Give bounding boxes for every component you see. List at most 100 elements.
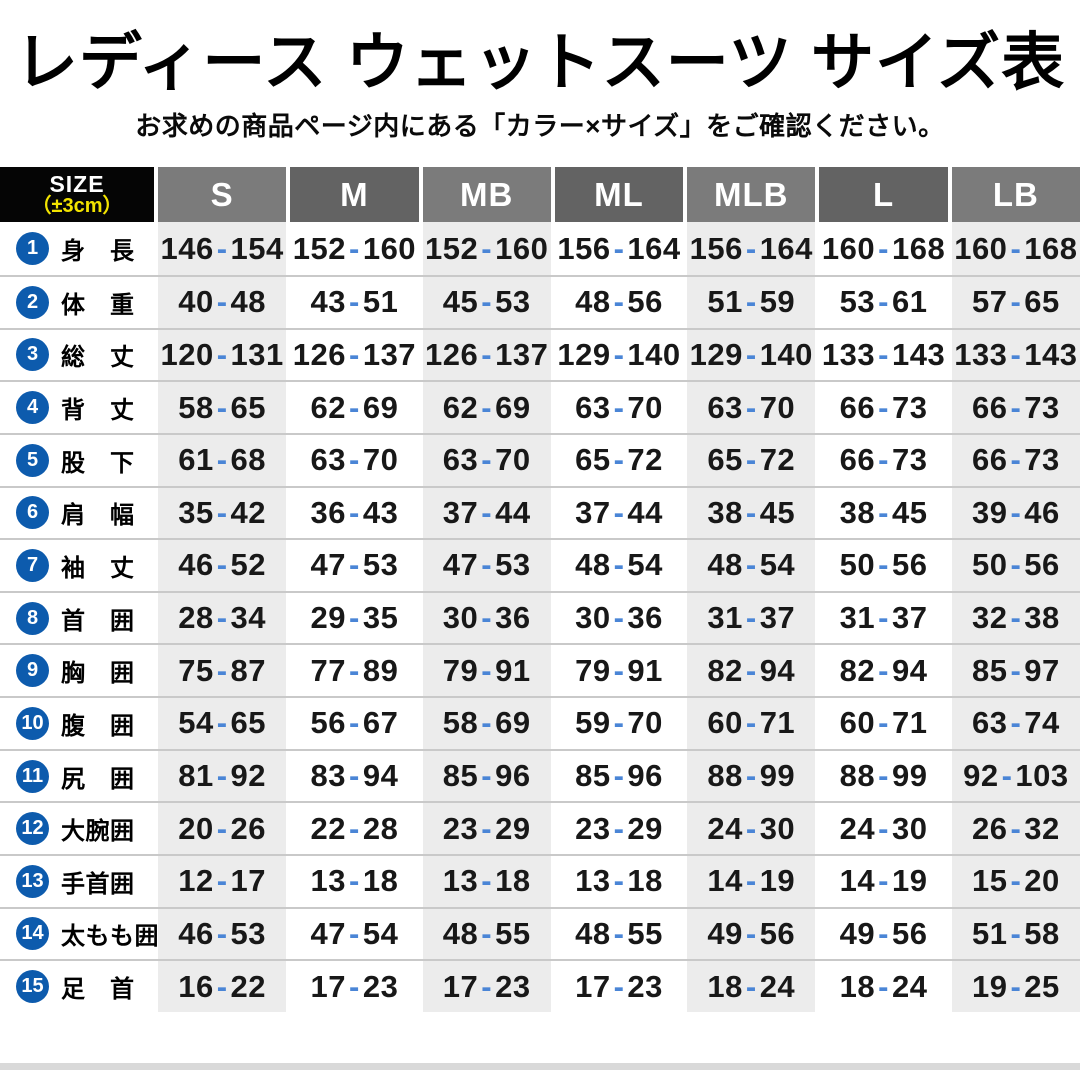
size-value-cell: 14-19 — [819, 856, 948, 907]
row-label: 胸 囲 — [61, 660, 135, 688]
size-value-cell: 60-71 — [687, 698, 816, 749]
size-value-cell: 15-20 — [951, 856, 1080, 907]
size-value-cell: 82-94 — [687, 645, 816, 697]
size-value-cell: 77-89 — [290, 645, 419, 697]
size-value-cell: 82-94 — [819, 645, 948, 697]
size-value-cell: 62-69 — [422, 382, 551, 433]
size-value-cell: 49-56 — [819, 908, 948, 960]
size-column-header-l: L — [819, 167, 948, 223]
size-value-cell: 13-18 — [422, 856, 551, 907]
size-value-cell: 18-24 — [819, 961, 948, 1012]
row-number-badge: 8 — [16, 601, 49, 635]
row-label-cell: 7 袖 丈 — [0, 540, 154, 591]
row-label-cell: 14 太もも囲 — [0, 908, 159, 960]
size-value-cell: 24-30 — [687, 803, 816, 855]
size-value-cell: 48-55 — [422, 908, 551, 960]
size-value-cell: 156-164 — [554, 222, 684, 275]
size-value-cell: 63-70 — [422, 434, 551, 486]
size-value-cell: 19-25 — [951, 961, 1080, 1012]
row-label-cell: 5 股 下 — [0, 434, 154, 486]
row-number-badge: 1 — [16, 232, 49, 266]
row-label: 肩 幅 — [61, 502, 135, 530]
size-value-cell: 40-48 — [158, 276, 287, 328]
row-number-badge: 13 — [16, 864, 49, 898]
size-value-cell: 49-56 — [687, 908, 816, 960]
size-value-cell: 13-18 — [290, 856, 419, 907]
size-value-cell: 31-37 — [687, 592, 816, 644]
size-value-cell: 23-29 — [554, 803, 684, 855]
row-label: 首 囲 — [61, 607, 135, 635]
row-number-badge: 9 — [16, 654, 49, 688]
size-value-cell: 63-70 — [290, 434, 419, 486]
size-value-cell: 46-52 — [158, 540, 287, 591]
size-value-cell: 133-143 — [951, 329, 1080, 381]
size-column-header-mb: MB — [422, 167, 551, 223]
row-label: 総 丈 — [61, 344, 135, 372]
size-value-cell: 58-69 — [422, 698, 551, 749]
size-value-cell: 56-67 — [290, 698, 419, 749]
row-number-badge: 14 — [16, 917, 49, 951]
table-header-row: SIZE （±3cm） S M MB ML MLB L LB — [0, 167, 1080, 223]
size-value-cell: 129-140 — [554, 329, 684, 381]
size-value-cell: 120-131 — [158, 329, 287, 381]
size-value-cell: 79-91 — [422, 645, 551, 697]
size-value-cell: 66-73 — [819, 434, 948, 486]
size-value-cell: 59-70 — [554, 698, 684, 749]
page-title: レディース ウェットスーツ サイズ表 — [14, 28, 1066, 98]
size-value-cell: 47-53 — [290, 540, 419, 591]
size-value-cell: 45-53 — [422, 276, 551, 328]
size-value-cell: 39-46 — [951, 487, 1080, 539]
size-value-cell: 60-71 — [819, 698, 948, 749]
size-value-cell: 81-92 — [158, 750, 287, 802]
size-value-cell: 57-65 — [951, 276, 1080, 328]
size-value-cell: 38-45 — [819, 487, 948, 539]
row-label-cell: 2 体 重 — [0, 276, 154, 328]
size-value-cell: 47-53 — [422, 540, 551, 591]
size-value-cell: 83-94 — [290, 750, 419, 802]
row-label-cell: 3 総 丈 — [0, 329, 154, 381]
row-label-cell: 13 手首囲 — [0, 856, 154, 907]
size-value-cell: 63-70 — [687, 382, 816, 433]
size-value-cell: 126-137 — [422, 329, 551, 381]
size-value-cell: 63-70 — [554, 382, 684, 433]
size-value-cell: 126-137 — [290, 329, 419, 381]
row-label-cell: 11 尻 囲 — [0, 750, 154, 802]
table-row: 15 足 首 16-22 17-23 17-23 17-23 18-24 18-24 19-25 — [0, 959, 1080, 1012]
row-label-cell: 10 腹 囲 — [0, 698, 154, 749]
size-value-cell: 133-143 — [819, 329, 948, 381]
row-label-cell: 12 大腕囲 — [0, 803, 154, 855]
row-label-cell: 6 肩 幅 — [0, 487, 154, 539]
row-number-badge: 10 — [16, 706, 49, 740]
table-row: 14 太もも囲 46-53 47-54 48-55 48-55 49-56 49-56 51-5… — [0, 906, 1080, 960]
size-value-cell: 17-23 — [422, 961, 551, 1012]
size-value-cell: 160-168 — [819, 222, 948, 275]
size-column-header-s: S — [158, 167, 287, 223]
size-value-cell: 46-53 — [158, 908, 287, 960]
size-value-cell: 160-168 — [951, 222, 1080, 275]
size-value-cell: 85-97 — [951, 645, 1080, 697]
size-value-cell: 152-160 — [422, 222, 551, 275]
size-column-header-m: M — [290, 167, 419, 223]
row-number-badge: 5 — [16, 443, 49, 477]
size-value-cell: 37-44 — [422, 487, 551, 539]
size-value-cell: 146-154 — [158, 222, 287, 275]
row-label: 背 丈 — [61, 397, 135, 425]
size-value-cell: 17-23 — [554, 961, 684, 1012]
size-value-cell: 32-38 — [951, 592, 1080, 644]
size-value-cell: 23-29 — [422, 803, 551, 855]
size-value-cell: 156-164 — [687, 222, 816, 275]
size-value-cell: 53-61 — [819, 276, 948, 328]
size-value-cell: 65-72 — [554, 434, 684, 486]
row-label: 股 下 — [61, 449, 135, 477]
row-label: 身 長 — [61, 238, 135, 266]
size-value-cell: 50-56 — [951, 540, 1080, 591]
size-column-header-lb: LB — [951, 167, 1080, 223]
